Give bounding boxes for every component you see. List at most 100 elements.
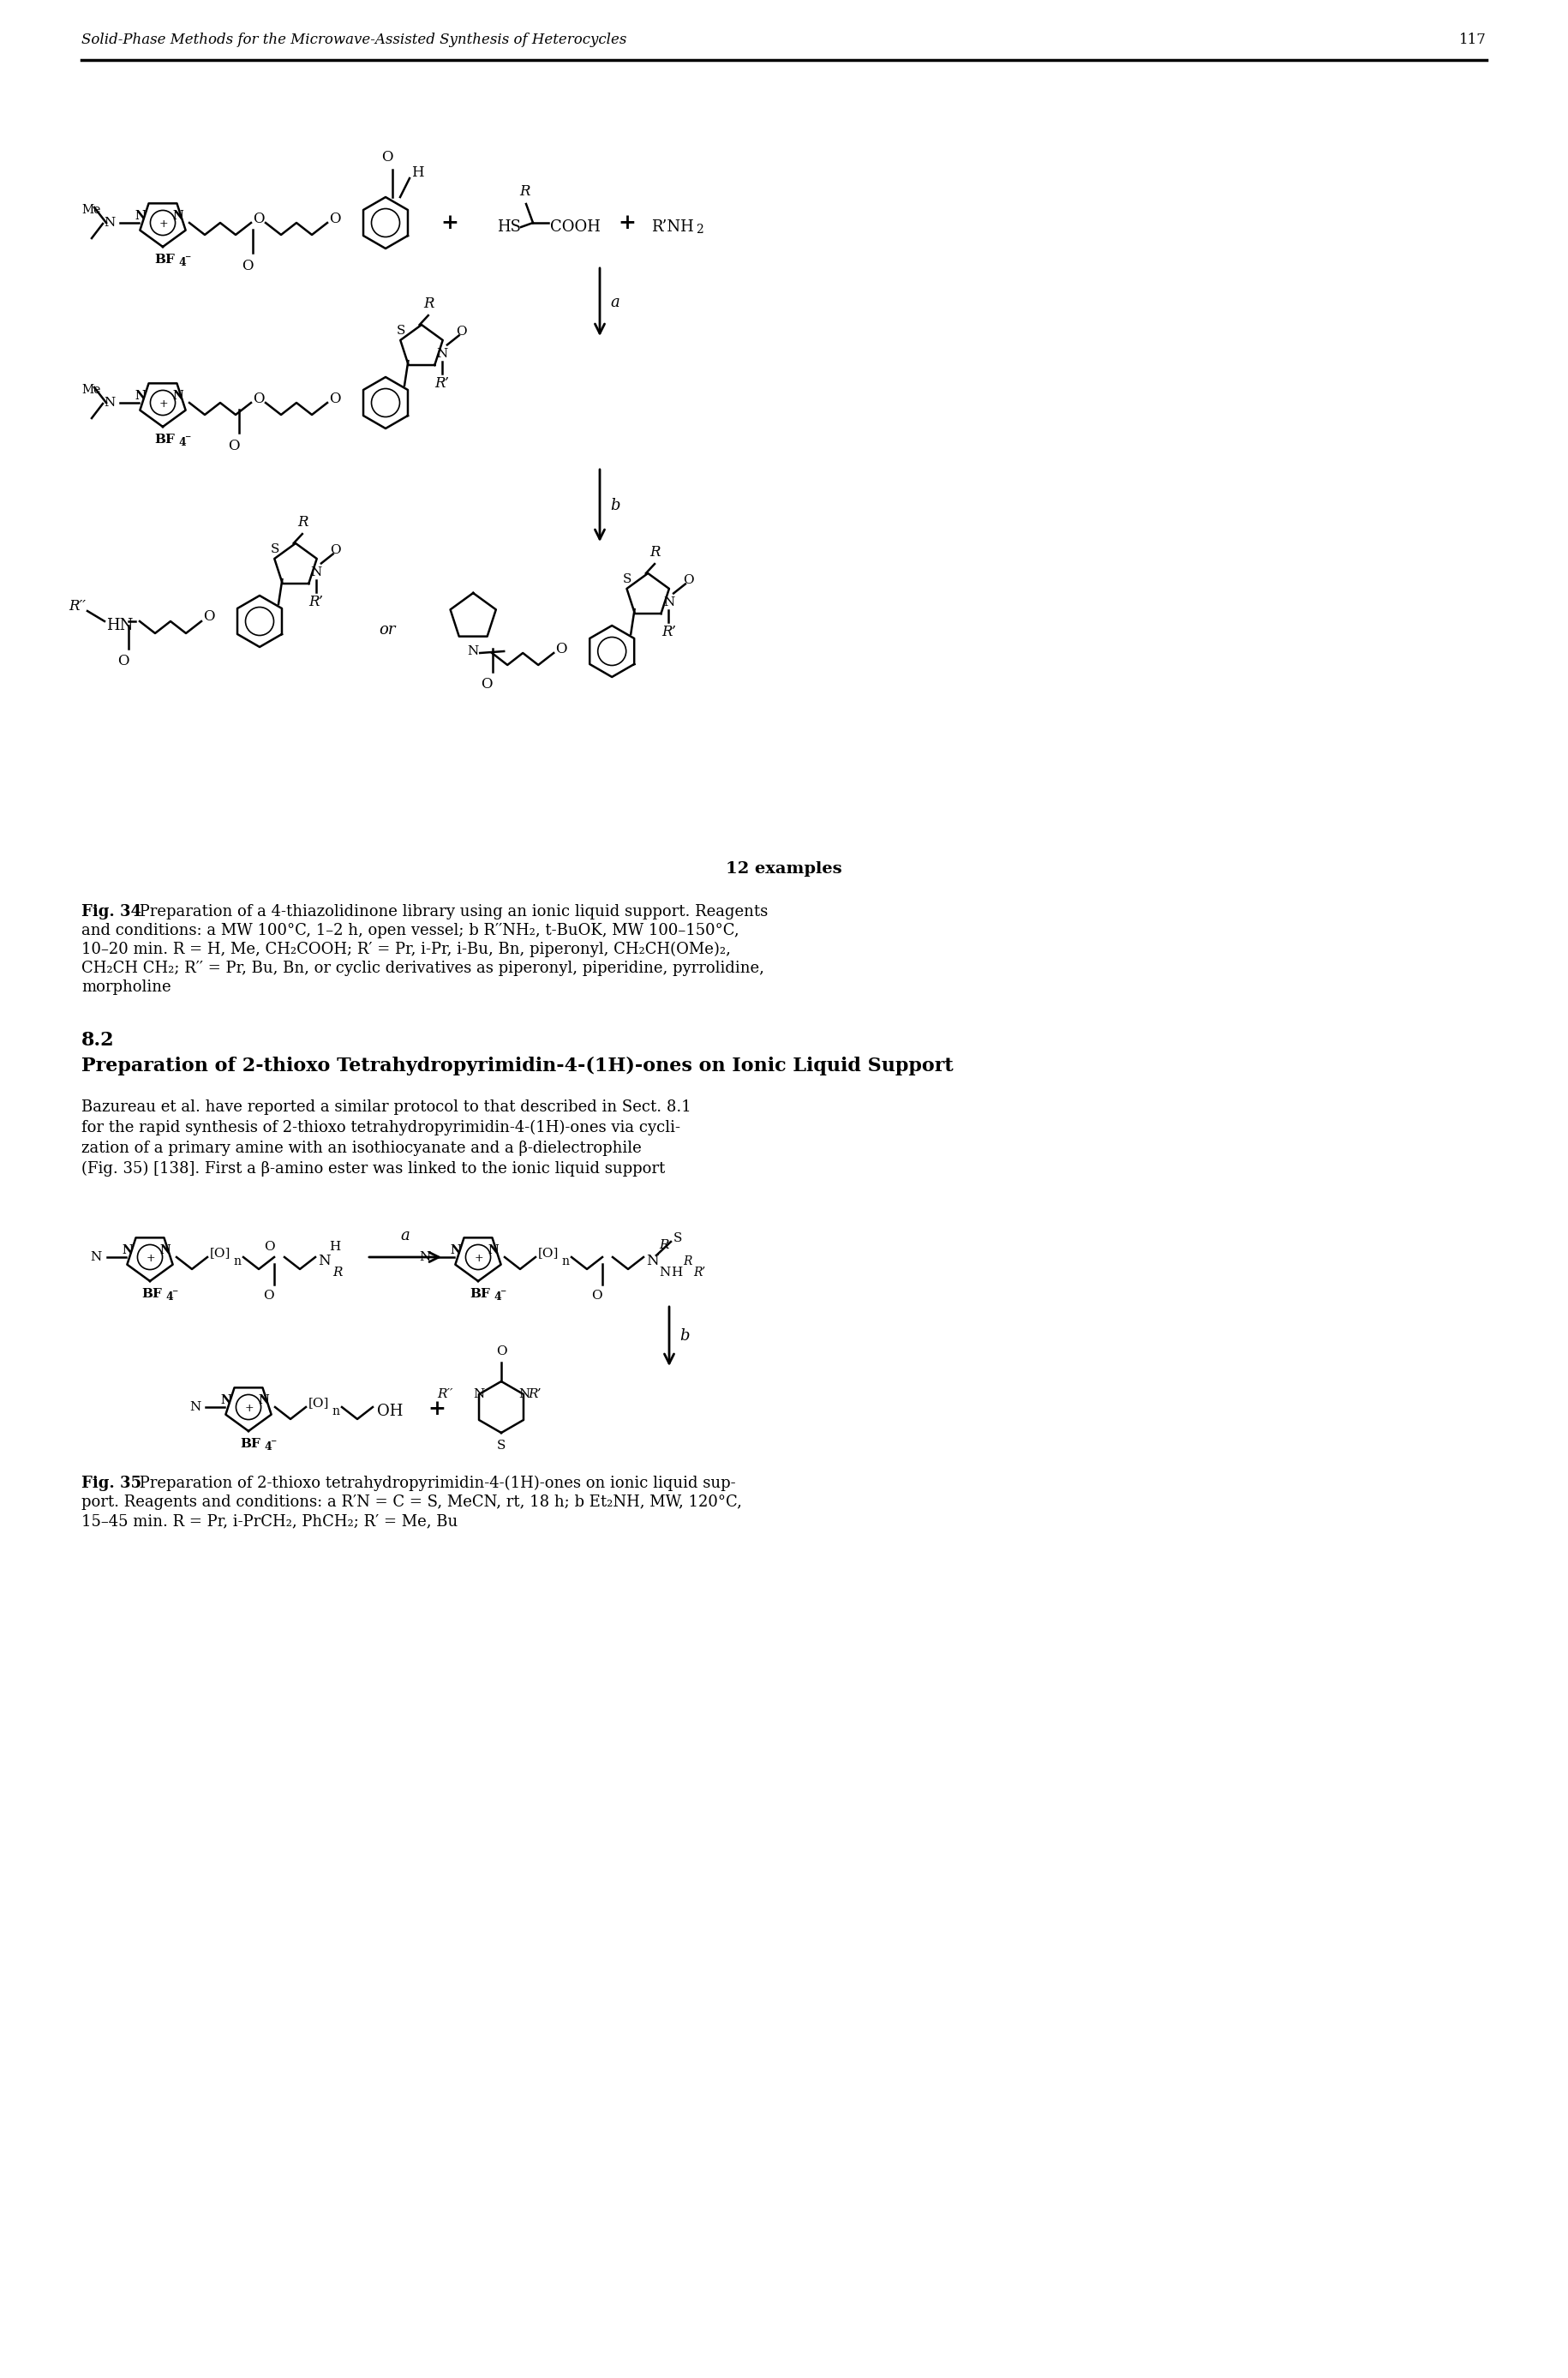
Text: O: O — [329, 392, 340, 407]
Text: 117: 117 — [1460, 33, 1486, 48]
Text: N: N — [172, 390, 183, 402]
Text: 4: 4 — [179, 438, 185, 447]
Text: O: O — [591, 1289, 602, 1301]
Text: R: R — [298, 516, 307, 530]
Text: +: + — [475, 1253, 485, 1263]
Text: N: N — [103, 216, 114, 228]
Text: N: N — [646, 1253, 659, 1267]
Text: 4: 4 — [179, 257, 185, 269]
Text: Solid-Phase Methods for the Microwave-Assisted Synthesis of Heterocycles: Solid-Phase Methods for the Microwave-As… — [82, 33, 627, 48]
Text: 12 examples: 12 examples — [726, 861, 842, 877]
Text: n: n — [331, 1405, 339, 1417]
Text: S: S — [270, 545, 279, 556]
Text: O: O — [682, 575, 693, 587]
Text: COOH: COOH — [550, 219, 601, 235]
Text: Preparation of a 4-thiazolidinone library using an ionic liquid support. Reagent: Preparation of a 4-thiazolidinone librar… — [135, 904, 768, 920]
Text: O: O — [227, 440, 240, 454]
Text: a: a — [401, 1227, 409, 1244]
Text: ⁻: ⁻ — [183, 254, 191, 266]
Text: O: O — [331, 545, 342, 556]
Text: Fig. 35: Fig. 35 — [82, 1477, 141, 1491]
Text: N: N — [318, 1253, 331, 1267]
Text: R’: R’ — [662, 625, 676, 640]
Text: port. Reagents and conditions: a R′N = C = S, MeCN, rt, 18 h; b Et₂NH, MW, 120°C: port. Reagents and conditions: a R′N = C… — [82, 1493, 742, 1510]
Text: for the rapid synthesis of 2-thioxo tetrahydropyrimidin-4-(1H)-ones via cycli-: for the rapid synthesis of 2-thioxo tetr… — [82, 1120, 681, 1137]
Text: N: N — [436, 347, 448, 359]
Text: N: N — [91, 1251, 102, 1263]
Text: N: N — [257, 1394, 268, 1405]
Text: N: N — [467, 644, 478, 656]
Text: O: O — [263, 1241, 274, 1253]
Text: O: O — [481, 678, 492, 692]
Text: +: + — [160, 219, 168, 231]
Text: BF: BF — [154, 433, 174, 445]
Text: N: N — [135, 209, 146, 221]
Text: n: n — [234, 1256, 241, 1267]
Text: zation of a primary amine with an isothiocyanate and a β-dielectrophile: zation of a primary amine with an isothi… — [82, 1141, 641, 1156]
Text: ⁻: ⁻ — [171, 1289, 177, 1301]
Text: Me: Me — [82, 205, 102, 216]
Text: Preparation of 2-thioxo tetrahydropyrimidin-4-(1H)-ones on ionic liquid sup-: Preparation of 2-thioxo tetrahydropyrimi… — [135, 1477, 735, 1491]
Text: S: S — [674, 1232, 682, 1244]
Text: ⁻: ⁻ — [500, 1289, 506, 1301]
Text: R: R — [649, 545, 660, 559]
Text: N: N — [659, 1267, 670, 1279]
Text: O: O — [204, 609, 215, 625]
Text: 4: 4 — [165, 1291, 172, 1303]
Text: N: N — [172, 209, 183, 221]
Text: S: S — [497, 1439, 506, 1451]
Text: N: N — [310, 566, 321, 578]
Text: BF: BF — [240, 1439, 260, 1451]
Text: +: + — [441, 212, 459, 233]
Text: H: H — [411, 166, 423, 181]
Text: 4: 4 — [263, 1441, 271, 1453]
Text: n: n — [561, 1256, 569, 1267]
Text: or: or — [379, 623, 395, 637]
Text: [O]: [O] — [538, 1246, 558, 1258]
Text: BF: BF — [141, 1289, 162, 1301]
Text: N: N — [517, 1389, 530, 1401]
Text: O: O — [456, 326, 467, 338]
Text: H: H — [671, 1267, 682, 1279]
Text: b: b — [610, 497, 619, 514]
Text: N: N — [122, 1244, 133, 1256]
Text: N: N — [160, 1244, 171, 1256]
Text: N: N — [663, 597, 674, 609]
Text: 2: 2 — [696, 224, 702, 235]
Text: BF: BF — [154, 254, 174, 266]
Text: R′′: R′′ — [437, 1389, 453, 1401]
Text: R’: R’ — [528, 1389, 541, 1401]
Text: and conditions: a MW 100°C, 1–2 h, open vessel; b R′′NH₂, t-BuOK, MW 100–150°C,: and conditions: a MW 100°C, 1–2 h, open … — [82, 923, 739, 939]
Text: N: N — [221, 1394, 232, 1405]
Text: R: R — [423, 297, 434, 312]
Text: BF: BF — [469, 1289, 489, 1301]
Text: ⁻: ⁻ — [270, 1439, 276, 1451]
Text: 15–45 min. R = Pr, i-PrCH₂, PhCH₂; R′ = Me, Bu: 15–45 min. R = Pr, i-PrCH₂, PhCH₂; R′ = … — [82, 1512, 458, 1529]
Text: R: R — [332, 1267, 342, 1279]
Text: R: R — [519, 183, 530, 200]
Text: R’: R’ — [309, 594, 323, 609]
Text: O: O — [381, 150, 394, 164]
Text: R′′: R′′ — [69, 599, 86, 614]
Text: a: a — [610, 295, 619, 309]
Text: R’: R’ — [434, 376, 450, 390]
Text: O: O — [252, 392, 265, 407]
Text: N: N — [450, 1244, 461, 1256]
Text: R’NH: R’NH — [651, 219, 693, 235]
Text: Fig. 34: Fig. 34 — [82, 904, 141, 920]
Text: morpholine: morpholine — [82, 980, 171, 994]
Text: (Fig. 35) [138]. First a β-amino ester was linked to the ionic liquid support: (Fig. 35) [138]. First a β-amino ester w… — [82, 1160, 665, 1177]
Text: CH₂CH CH₂; R′′ = Pr, Bu, Bn, or cyclic derivatives as piperonyl, piperidine, pyr: CH₂CH CH₂; R′′ = Pr, Bu, Bn, or cyclic d… — [82, 961, 764, 975]
Text: Preparation of 2-thioxo Tetrahydropyrimidin-4-(1H)-ones on Ionic Liquid Support: Preparation of 2-thioxo Tetrahydropyrimi… — [82, 1056, 953, 1075]
Text: N: N — [419, 1251, 430, 1263]
Text: N: N — [190, 1401, 201, 1413]
Text: +: + — [160, 400, 168, 409]
Text: +: + — [618, 212, 637, 233]
Text: O: O — [118, 654, 129, 668]
Text: H: H — [329, 1241, 340, 1253]
Text: N: N — [103, 397, 114, 409]
Text: O: O — [329, 212, 340, 226]
Text: HN: HN — [107, 618, 133, 633]
Text: Bazureau et al. have reported a similar protocol to that described in Sect. 8.1: Bazureau et al. have reported a similar … — [82, 1099, 691, 1115]
Text: OH: OH — [376, 1403, 403, 1420]
